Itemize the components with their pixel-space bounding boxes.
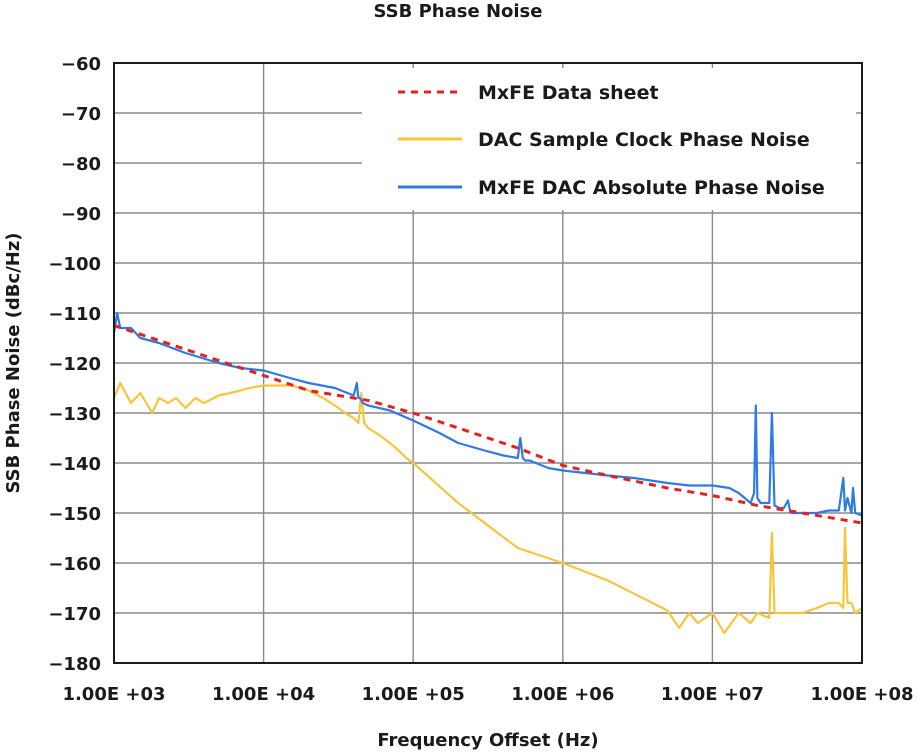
x-tick-labels: 1.00E +03 1.00E +04 1.00E +05 1.00E +06 1.00… [62, 684, 913, 705]
y-tick-label-6: −120 [48, 354, 101, 375]
x-tick-label-5: 1.00E +08 [810, 684, 913, 705]
x-axis-label: Frequency Offset (Hz) [377, 730, 598, 751]
series-line-0 [113, 324, 863, 525]
x-tick-label-3: 1.00E +06 [511, 684, 614, 705]
y-tick-label-3: −90 [61, 204, 101, 225]
y-tick-label-8: −140 [48, 454, 101, 475]
y-tick-label-11: −170 [48, 604, 101, 625]
y-tick-label-7: −130 [48, 404, 101, 425]
y-tick-label-12: −180 [48, 654, 101, 675]
x-tick-label-4: 1.00E +07 [661, 684, 764, 705]
y-tick-label-5: −110 [48, 304, 101, 325]
x-tick-label-1: 1.00E +04 [212, 684, 315, 705]
y-tick-label-4: −100 [48, 254, 101, 275]
y-tick-label-2: −80 [61, 154, 101, 175]
legend: MxFE Data sheet DAC Sample Clock Phase No… [362, 68, 856, 210]
y-tick-labels: −60 −70 −80 −90 −100 −110 −120 −130 −140 −150 −160… [48, 54, 101, 675]
y-tick-label-9: −150 [48, 504, 101, 525]
y-tick-label-1: −70 [61, 104, 101, 125]
y-axis-label: SSB Phase Noise (dBc/Hz) [3, 232, 24, 493]
legend-label-1: DAC Sample Clock Phase Noise [478, 129, 810, 151]
series-line-1 [112, 381, 863, 635]
x-tick-label-0: 1.00E +03 [62, 684, 165, 705]
y-tick-label-10: −160 [48, 554, 101, 575]
series-layer [112, 311, 863, 635]
plot-frame [113, 62, 863, 664]
legend-label-2: MxFE DAC Absolute Phase Noise [478, 177, 825, 199]
legend-label-0: MxFE Data sheet [478, 82, 659, 104]
series-line-2 [112, 311, 863, 517]
y-tick-label-0: −60 [61, 54, 101, 75]
chart-title: SSB Phase Noise [374, 1, 543, 22]
x-tick-label-2: 1.00E +05 [362, 684, 465, 705]
